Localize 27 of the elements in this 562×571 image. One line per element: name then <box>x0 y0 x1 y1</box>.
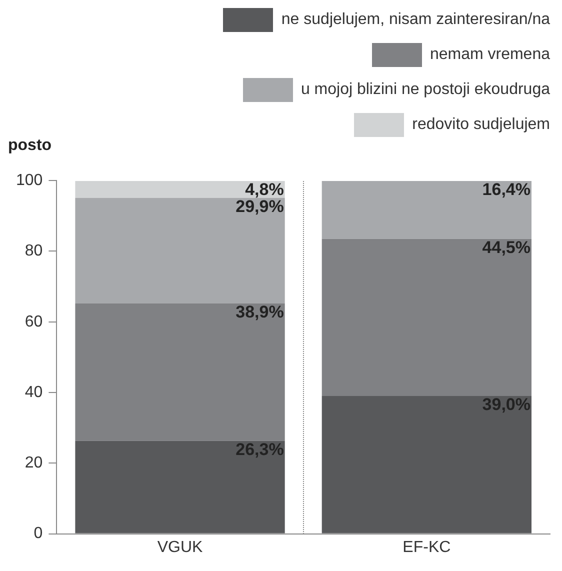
bar <box>322 396 532 534</box>
bar <box>75 198 285 304</box>
data-label: 29,9% <box>236 197 284 216</box>
data-label: 38,9% <box>236 302 284 322</box>
y-tick-label: 100 <box>16 172 43 190</box>
legend-label: redovito sudjelujem <box>412 116 550 134</box>
data-label: 44,5% <box>482 238 530 258</box>
data-label: 4,8% <box>245 180 284 200</box>
legend-label: u mojoj blizini ne postoji ekoudruga <box>300 81 550 99</box>
y-tick-label: 40 <box>24 384 43 401</box>
y-axis-title: posto <box>8 137 52 155</box>
bar <box>322 180 532 239</box>
data-label: 39,0% <box>482 395 530 414</box>
x-tick-label: EF-KC <box>402 538 451 556</box>
bar <box>75 180 285 198</box>
y-tick-label: 0 <box>34 525 43 542</box>
legend-label: ne sudjelujem, nisam zainteresiran/na <box>281 11 550 29</box>
bar <box>75 304 285 441</box>
data-label: 26,3% <box>236 440 284 460</box>
bar <box>322 238 532 396</box>
y-tick-label: 80 <box>24 242 43 260</box>
legend-label: nemam vremena <box>430 46 550 64</box>
y-tick-label: 60 <box>24 313 43 330</box>
y-tick-label: 20 <box>24 454 43 472</box>
x-tick-label: VGUK <box>157 538 204 556</box>
data-label: 16,4% <box>482 180 530 200</box>
bar <box>75 440 285 534</box>
